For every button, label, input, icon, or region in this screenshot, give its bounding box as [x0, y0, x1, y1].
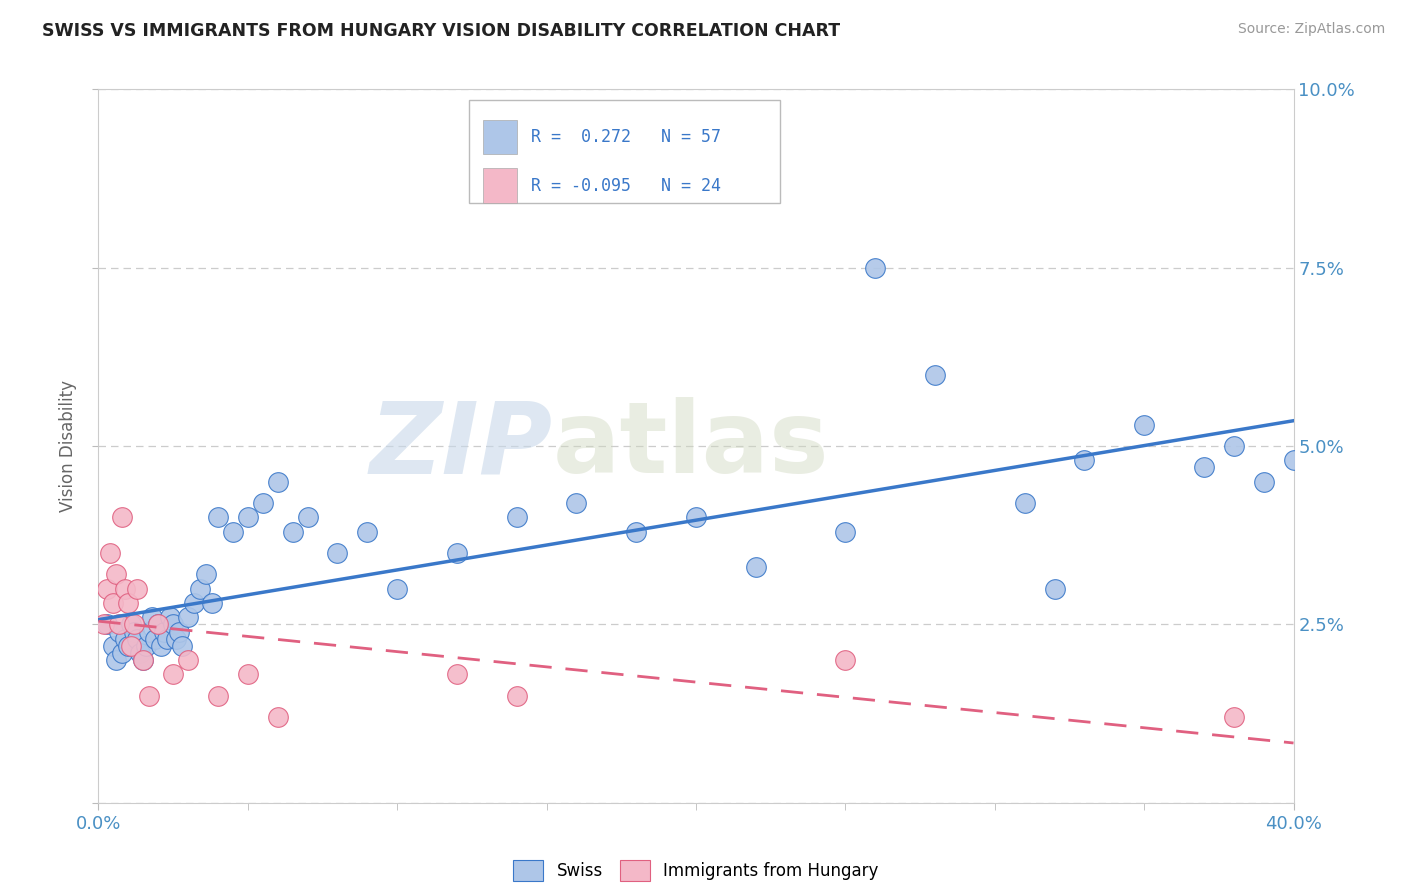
Text: ZIP: ZIP: [370, 398, 553, 494]
Point: [297, 510, 319, 524]
Point: [159, 610, 181, 624]
Point: [156, 632, 179, 646]
Legend: Swiss, Immigrants from Hungary: Swiss, Immigrants from Hungary: [506, 854, 886, 888]
FancyBboxPatch shape: [484, 169, 517, 202]
Point: [105, 567, 128, 582]
Point: [356, 524, 378, 539]
Point: [108, 617, 131, 632]
Point: [127, 582, 149, 596]
Point: [183, 596, 205, 610]
Point: [626, 524, 648, 539]
Point: [165, 632, 187, 646]
Point: [138, 624, 160, 639]
Point: [267, 475, 290, 489]
Point: [120, 617, 142, 632]
Point: [100, 546, 122, 560]
FancyBboxPatch shape: [484, 120, 517, 154]
Point: [105, 653, 128, 667]
Point: [172, 639, 194, 653]
Point: [267, 710, 290, 724]
Point: [129, 646, 152, 660]
Point: [252, 496, 274, 510]
Point: [1133, 417, 1156, 432]
Point: [446, 546, 468, 560]
Point: [222, 524, 245, 539]
Point: [1223, 439, 1246, 453]
Point: [745, 560, 768, 574]
Point: [834, 524, 856, 539]
Point: [132, 653, 155, 667]
Point: [148, 617, 170, 632]
Point: [162, 667, 184, 681]
Text: R =  0.272   N = 57: R = 0.272 N = 57: [531, 128, 721, 146]
Point: [93, 617, 115, 632]
Point: [96, 617, 118, 632]
Point: [1073, 453, 1095, 467]
Text: Source: ZipAtlas.com: Source: ZipAtlas.com: [1237, 22, 1385, 37]
Point: [153, 624, 176, 639]
Point: [207, 510, 229, 524]
Point: [103, 639, 125, 653]
Point: [865, 260, 887, 275]
Point: [565, 496, 588, 510]
Point: [1223, 710, 1246, 724]
Point: [141, 610, 163, 624]
Point: [132, 653, 155, 667]
Point: [207, 689, 229, 703]
Point: [236, 667, 259, 681]
Point: [108, 624, 131, 639]
Y-axis label: Vision Disability: Vision Disability: [59, 380, 77, 512]
Point: [120, 639, 142, 653]
Point: [1192, 460, 1215, 475]
Point: [1014, 496, 1036, 510]
Point: [236, 510, 259, 524]
Point: [103, 596, 125, 610]
Point: [111, 510, 134, 524]
Point: [96, 582, 118, 596]
Point: [124, 617, 146, 632]
Point: [117, 596, 139, 610]
Point: [506, 510, 529, 524]
Point: [138, 689, 160, 703]
Point: [114, 582, 136, 596]
Point: [188, 582, 211, 596]
Point: [135, 639, 157, 653]
Point: [201, 596, 224, 610]
Point: [167, 624, 190, 639]
Point: [143, 632, 166, 646]
Point: [1043, 582, 1066, 596]
Text: SWISS VS IMMIGRANTS FROM HUNGARY VISION DISABILITY CORRELATION CHART: SWISS VS IMMIGRANTS FROM HUNGARY VISION …: [42, 22, 841, 40]
Point: [195, 567, 218, 582]
Point: [506, 689, 529, 703]
Point: [162, 617, 184, 632]
Point: [124, 624, 146, 639]
Point: [114, 632, 136, 646]
Point: [150, 639, 173, 653]
Point: [834, 653, 856, 667]
Point: [177, 610, 200, 624]
Point: [117, 639, 139, 653]
Point: [326, 546, 349, 560]
Text: atlas: atlas: [553, 398, 830, 494]
Point: [127, 632, 149, 646]
Point: [685, 510, 707, 524]
Point: [924, 368, 946, 382]
Text: R = -0.095   N = 24: R = -0.095 N = 24: [531, 177, 721, 194]
Point: [177, 653, 200, 667]
Point: [281, 524, 304, 539]
Point: [148, 617, 170, 632]
Point: [446, 667, 468, 681]
Point: [1282, 453, 1305, 467]
Point: [385, 582, 409, 596]
Point: [1253, 475, 1275, 489]
Point: [111, 646, 134, 660]
FancyBboxPatch shape: [470, 100, 780, 203]
